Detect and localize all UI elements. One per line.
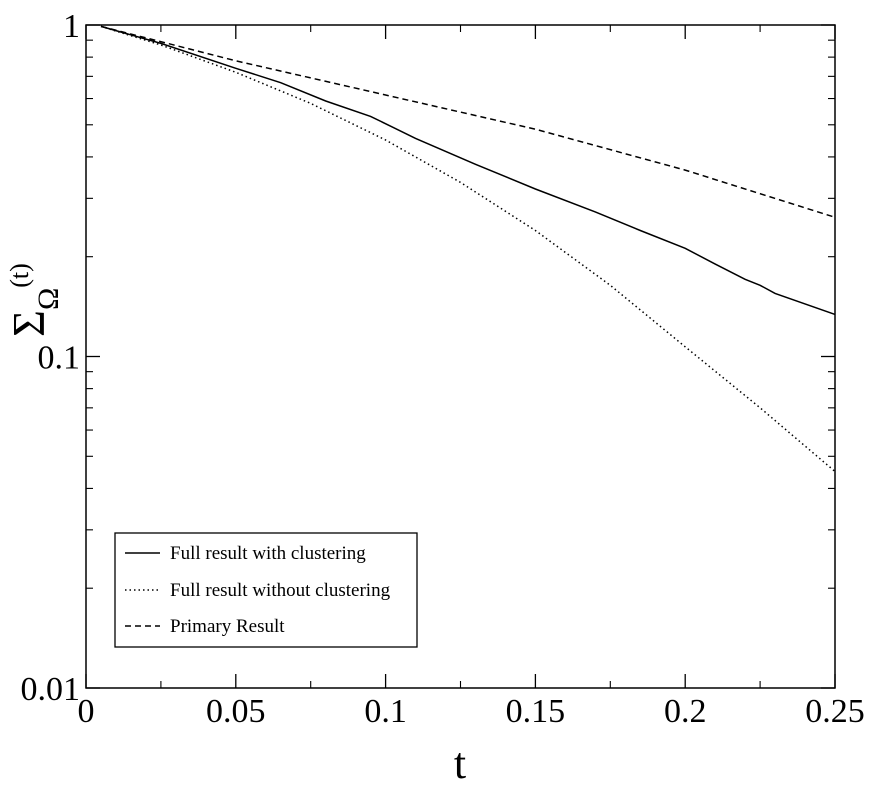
x-tick-label: 0.15 bbox=[506, 693, 566, 730]
x-tick-label: 0.05 bbox=[206, 693, 266, 730]
x-tick-label: 0.1 bbox=[364, 693, 407, 730]
legend: Full result with clustering Full result … bbox=[114, 532, 418, 648]
series-line-without-clustering bbox=[100, 25, 836, 473]
x-tick-label: 0.25 bbox=[805, 693, 865, 730]
x-axis-title: t bbox=[454, 739, 466, 785]
y-tick-label: 1 bbox=[63, 8, 80, 45]
x-tick-label: 0.2 bbox=[664, 693, 707, 730]
y-axis-title-superscript: (t) bbox=[5, 263, 34, 288]
y-axis-title-subscript: Ω bbox=[32, 288, 65, 310]
y-axis-title: ΣΩ(t) bbox=[3, 263, 65, 337]
x-tick-label: 0 bbox=[78, 693, 95, 730]
tick-labels: 0 0.05 0.1 0.15 0.2 0.25 0.01 0.1 1 bbox=[21, 8, 865, 730]
y-tick-label: 0.01 bbox=[21, 671, 81, 708]
series-line-primary-result bbox=[100, 25, 836, 219]
series-line-with-clustering bbox=[100, 25, 836, 316]
legend-label-2: Primary Result bbox=[170, 616, 285, 637]
legend-box bbox=[114, 532, 418, 648]
y-tick-label: 0.1 bbox=[38, 340, 81, 377]
legend-label-0: Full result with clustering bbox=[170, 543, 366, 564]
axis-ticks bbox=[85, 24, 836, 689]
y-axis-title-base: Σ bbox=[3, 310, 54, 337]
legend-label-1: Full result without clustering bbox=[170, 580, 391, 601]
svg-text:ΣΩ(t): ΣΩ(t) bbox=[3, 263, 65, 337]
data-series bbox=[100, 25, 836, 473]
